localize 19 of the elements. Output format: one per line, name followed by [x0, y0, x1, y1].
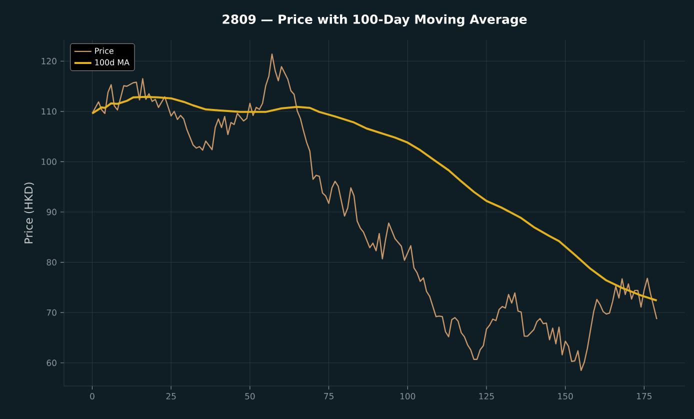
y-tick-label: 70 [46, 309, 56, 316]
x-tick-label: 150 [558, 393, 573, 400]
x-tick-label: 100 [400, 393, 416, 400]
chart-title: 2809 — Price with 100-Day Moving Average [222, 14, 527, 26]
y-tick-label: 120 [42, 58, 56, 64]
x-tick-label: 0 [90, 393, 94, 400]
y-tick-label: 90 [46, 208, 56, 216]
y-tick-label: 100 [42, 158, 56, 165]
x-tick-label: 175 [637, 393, 652, 400]
line-series [92, 53, 658, 372]
y-tick-label: 110 [42, 108, 56, 115]
line-series [91, 96, 658, 302]
y-tick-label: 80 [46, 259, 56, 266]
x-tick-label: 50 [245, 393, 255, 400]
x-tick-label: 75 [324, 393, 334, 400]
x-tick-label: 25 [166, 393, 176, 400]
y-tick-label: 60 [46, 360, 56, 366]
y-axis-title: Price (HKD) [24, 182, 34, 244]
x-tick-label: 125 [479, 393, 494, 400]
